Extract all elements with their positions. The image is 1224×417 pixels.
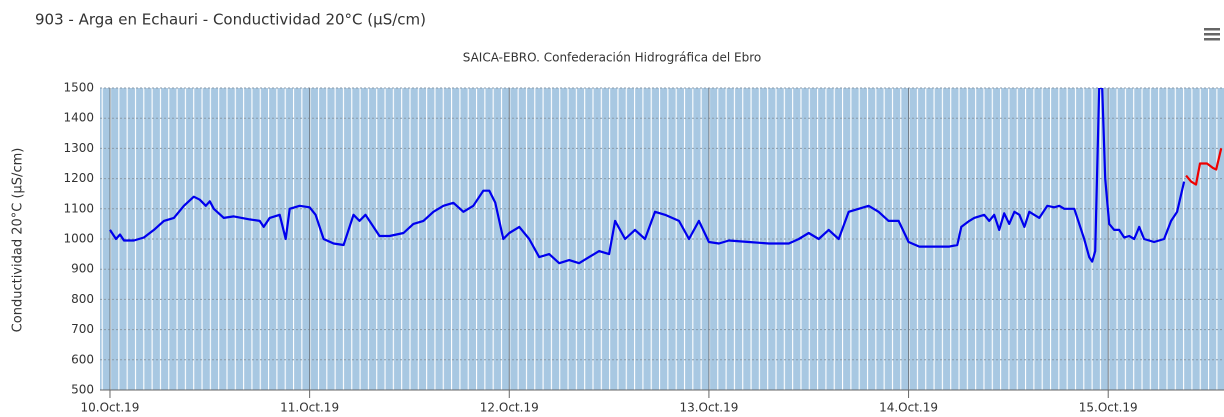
y-tick-label: 700 [71, 322, 94, 336]
y-tick-label: 800 [71, 292, 94, 306]
x-tick-label: 14.Oct.19 [879, 401, 938, 415]
menu-icon[interactable] [1204, 28, 1220, 41]
x-tick-label: 12.Oct.19 [480, 401, 539, 415]
x-tick-label: 13.Oct.19 [679, 401, 738, 415]
data-line [109, 88, 1186, 265]
y-tick-label: 1000 [63, 232, 94, 246]
chart-subtitle: SAICA-EBRO. Confederación Hidrográfica d… [463, 51, 761, 65]
y-tick-label: 1300 [63, 141, 94, 155]
y-tick-label: 600 [71, 352, 94, 366]
chart-title: 903 - Arga en Echauri - Conductividad 20… [35, 11, 426, 29]
x-tick-label: 15.Oct.19 [1079, 401, 1138, 415]
y-tick-label: 500 [71, 383, 94, 397]
y-tick-label: 1200 [63, 171, 94, 185]
y-axis-label: Conductividad 20°C (µS/cm) [11, 148, 26, 333]
x-tick-label: 10.Oct.19 [81, 401, 140, 415]
data-line [1185, 148, 1223, 186]
x-tick-label: 11.Oct.19 [280, 401, 339, 415]
y-tick-label: 900 [71, 262, 94, 276]
y-tick-label: 1400 [63, 111, 94, 125]
y-tick-label: 1100 [63, 201, 94, 215]
y-tick-label: 1500 [63, 81, 94, 95]
